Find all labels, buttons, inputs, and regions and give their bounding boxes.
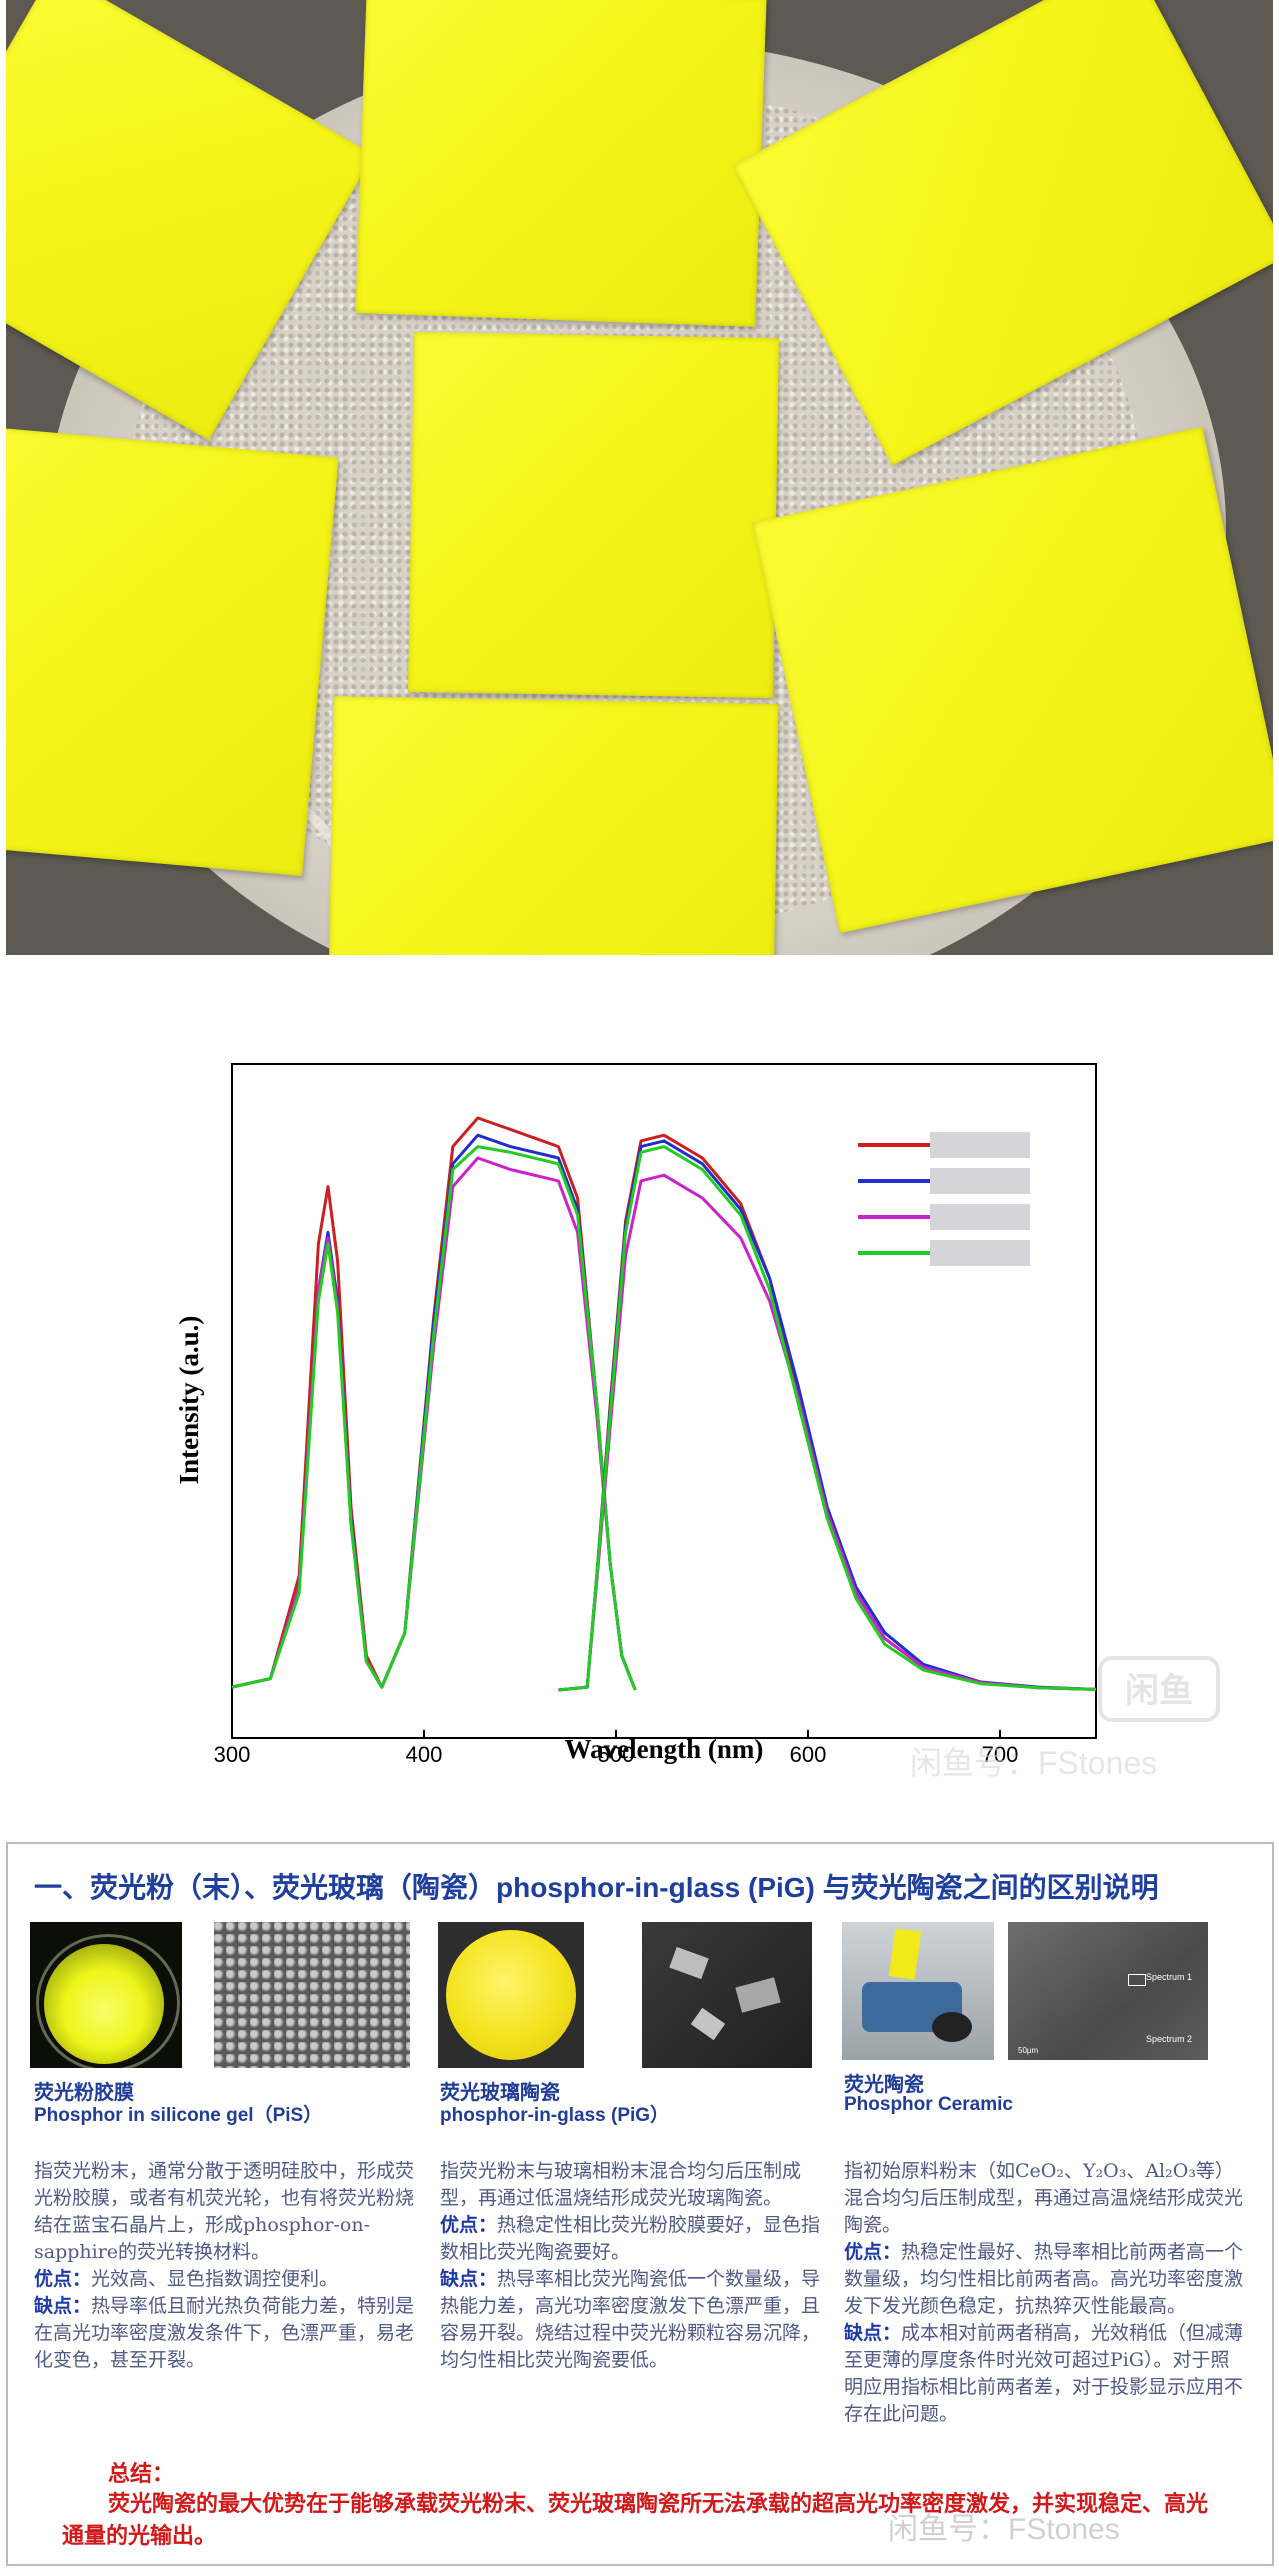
x-tick-layer: 300 400 500 600 700	[214, 1730, 1019, 1767]
ceramic-dis-label: 缺点：	[844, 2322, 902, 2344]
pis-name-cn: 荧光粉胶膜	[34, 2082, 134, 2104]
plate-center	[407, 331, 780, 699]
pig-name-cn: 荧光玻璃陶瓷	[440, 2082, 560, 2104]
x-tick-label-600: 600	[790, 1742, 827, 1767]
ceramic-adv-label: 优点：	[844, 2241, 902, 2263]
pis-advantages: 优点：光效高、显色指数调控便利。	[34, 2266, 430, 2293]
legend-label-blurred-2	[930, 1168, 1030, 1194]
ceramic-dis-text: 成本相对前两者稍高，光效稍低（但减薄至更薄的厚度条件时光效可超过PiG）。对于照…	[844, 2322, 1244, 2425]
pis-name-en: Phosphor in silicone gel（PiS）	[34, 2105, 323, 2126]
pis-desc-text: 指荧光粉末，通常分散于透明硅胶中，形成荧光粉胶膜，或者有机荧光轮，也有将荧光粉烧…	[34, 2160, 415, 2263]
summary-text: 荧光陶瓷的最大优势在于能够承载荧光粉末、荧光玻璃陶瓷所无法承载的超高光功率密度激…	[62, 2491, 1209, 2549]
pis-adv-label: 优点：	[34, 2268, 92, 2290]
card-watermark: 闲鱼号：FStones	[888, 2513, 1120, 2546]
pig-advantages: 优点：热稳定性相比荧光粉胶膜要好，显色指数相比荧光陶瓷要好。	[440, 2212, 828, 2266]
watermark-badge: 闲鱼	[1125, 1672, 1193, 1710]
y-axis-label: Intensity (a.u.)	[174, 1316, 204, 1485]
x-tick-label-700: 700	[982, 1742, 1019, 1767]
pig-adv-label: 优点：	[440, 2214, 498, 2236]
legend	[858, 1132, 1030, 1266]
plot-frame	[231, 1063, 1097, 1739]
ceramic-name-cn: 荧光陶瓷	[844, 2074, 924, 2096]
pis-description: 指荧光粉末，通常分散于透明硅胶中，形成荧光粉胶膜，或者有机荧光轮，也有将荧光粉烧…	[34, 2158, 430, 2374]
series-layer	[231, 1116, 1097, 1692]
ceramic-desc-text: 指初始原料粉末（如CeO₂、Y₂O₃、Al₂O₃等）混合均匀后压制成型，再通过高…	[844, 2160, 1244, 2236]
sem-label-spectrum-1: Spectrum 1	[1146, 1972, 1193, 1982]
card-title: 一、荧光粉（末）、荧光玻璃（陶瓷）phosphor-in-glass (PiG)…	[34, 1872, 1159, 1903]
plate-top-center	[355, 0, 767, 327]
pig-adv-text: 热稳定性相比荧光粉胶膜要好，显色指数相比荧光陶瓷要好。	[440, 2214, 821, 2263]
ceramic-sample-photo	[842, 1922, 994, 2060]
spectrum-svg: 300 400 500 600 700 Wavelength (nm) Intensit…	[174, 1063, 1220, 1781]
legend-label-blurred-4	[930, 1240, 1030, 1266]
ceramic-advantages: 优点：热稳定性最好、热导率相比前两者高一个数量级，均匀性相比前两者高。高光功率密…	[844, 2239, 1248, 2320]
pig-disadvantages: 缺点：热导率相比荧光陶瓷低一个数量级，导热能力差，高光功率密度激发下色漂严重，且…	[440, 2266, 828, 2374]
ceramic-adv-text: 热稳定性最好、热导率相比前两者高一个数量级，均匀性相比前两者高。高光功率密度激发…	[844, 2241, 1244, 2317]
ceramic-disadvantages: 缺点：成本相对前两者稍高，光效稍低（但减薄至更薄的厚度条件时光效可超过PiG）。…	[844, 2320, 1248, 2428]
x-tick-label-400: 400	[406, 1742, 443, 1767]
pis-disadvantages: 缺点：热导率低且耐光热负荷能力差，特别是在高光功率密度激发条件下，色漂严重，易老…	[34, 2293, 430, 2374]
legend-label-blurred-3	[930, 1204, 1030, 1230]
summary-label: 总结：	[108, 2461, 175, 2487]
pig-dis-text: 热导率相比荧光陶瓷低一个数量级，导热能力差，高光功率密度激发下色漂严重，且容易开…	[440, 2268, 821, 2371]
chart-watermark: 闲鱼 闲鱼号：FStones	[910, 1656, 1220, 1781]
pis-sem-image	[214, 1922, 410, 2068]
x-axis-label: Wavelength (nm)	[565, 1734, 764, 1764]
series-line-4	[231, 1145, 637, 1691]
watermark-badge-box	[1098, 1656, 1220, 1722]
pis-adv-text: 光效高、显色指数调控便利。	[91, 2268, 339, 2290]
pig-description: 指荧光粉末与玻璃相粉末混合均匀后压制成型，再通过低温烧结形成荧光玻璃陶瓷。 优点…	[440, 2158, 828, 2374]
phosphor-plates-photo	[6, 0, 1273, 955]
pig-sem-image	[642, 1922, 812, 2068]
pis-dis-label: 缺点：	[34, 2295, 92, 2317]
ceramic-name-en: Phosphor Ceramic	[844, 2094, 1013, 2115]
pig-desc-text: 指荧光粉末与玻璃相粉末混合均匀后压制成型，再通过低温烧结形成荧光玻璃陶瓷。	[440, 2160, 802, 2209]
emission-spectrum-chart: 300 400 500 600 700 Wavelength (nm) Intensit…	[0, 1040, 1279, 1800]
plate-left	[6, 424, 339, 876]
pis-dis-text: 热导率低且耐光热负荷能力差，特别是在高光功率密度激发条件下，色漂严重，易老化变色…	[34, 2295, 415, 2371]
sem-scale-bar: 50μm	[1018, 2046, 1039, 2055]
comparison-card: 一、荧光粉（末）、荧光玻璃（陶瓷）phosphor-in-glass (PiG)…	[6, 1842, 1274, 2566]
legend-label-blurred-1	[930, 1132, 1030, 1158]
series-line-8	[558, 1145, 1097, 1692]
sem-label-spectrum-2: Spectrum 2	[1146, 2034, 1193, 2044]
pig-sample-photo	[438, 1922, 584, 2068]
plate-bottom	[328, 696, 779, 955]
x-tick-label-500: 500	[598, 1742, 635, 1767]
pig-name-en: phosphor-in-glass (PiG）	[440, 2105, 670, 2126]
ceramic-description: 指初始原料粉末（如CeO₂、Y₂O₃、Al₂O₃等）混合均匀后压制成型，再通过高…	[844, 2158, 1248, 2428]
ceramic-sem-image: Spectrum 1 Spectrum 2 50μm	[1008, 1922, 1208, 2060]
watermark-text: 闲鱼号：FStones	[910, 1745, 1157, 1781]
x-tick-label-300: 300	[214, 1742, 251, 1767]
pis-sample-photo	[30, 1922, 182, 2068]
pig-dis-label: 缺点：	[440, 2268, 498, 2290]
